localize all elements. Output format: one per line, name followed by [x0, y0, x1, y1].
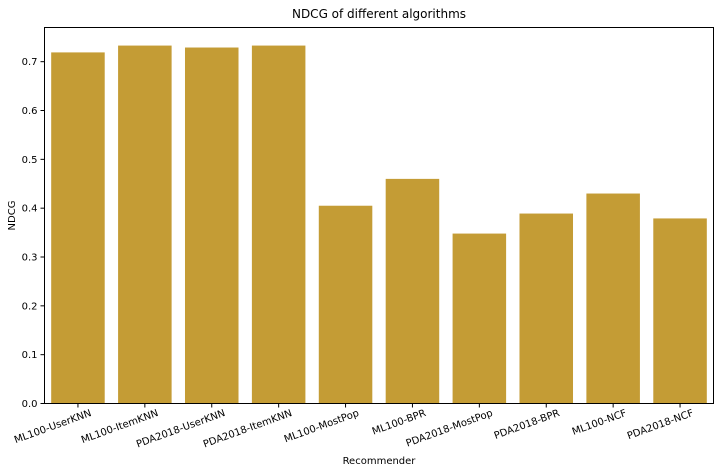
x-axis-label: Recommender — [343, 456, 417, 467]
y-tick-label: 0.3 — [22, 253, 38, 264]
y-axis: 0.0 0.1 0.2 0.3 0.4 0.5 0.6 0.7 — [22, 57, 45, 410]
y-tick-label: 0.6 — [22, 106, 38, 117]
y-axis-label: NDCG — [7, 201, 18, 231]
bar-pda2018-ncf — [653, 218, 707, 404]
plot-frame — [44, 27, 714, 404]
x-tick-label: ML100-MostPop — [283, 408, 361, 445]
y-tick-label: 0.4 — [22, 204, 38, 215]
y-tick-label: 0.7 — [22, 57, 38, 68]
bar-pda2018-bpr — [519, 213, 574, 404]
y-tick-label: 0.0 — [22, 399, 38, 410]
x-tick-label: PDA2018-BPR — [493, 408, 562, 442]
bar-pda2018-itemknn — [251, 45, 306, 404]
bars-group — [51, 45, 707, 404]
bar-ml100-bpr — [385, 178, 440, 404]
chart-title: NDCG of different algorithms — [292, 7, 466, 21]
bar-ml100-ncf — [586, 193, 640, 404]
x-tick-label: ML100-NCF — [571, 408, 629, 438]
x-axis: ML100-UserKNNML100-ItemKNNPDA2018-UserKN… — [13, 403, 695, 450]
bar-ml100-mostpop — [318, 205, 373, 404]
y-tick-label: 0.1 — [22, 350, 38, 361]
y-tick-label: 0.2 — [22, 301, 38, 312]
bar-ml100-itemknn — [118, 45, 172, 404]
x-tick-label: PDA2018-NCF — [626, 408, 695, 442]
y-tick-label: 0.5 — [22, 155, 38, 166]
bar-pda2018-userknn — [184, 47, 239, 404]
bar-ml100-userknn — [51, 52, 105, 404]
bar-pda2018-mostpop — [452, 233, 507, 404]
